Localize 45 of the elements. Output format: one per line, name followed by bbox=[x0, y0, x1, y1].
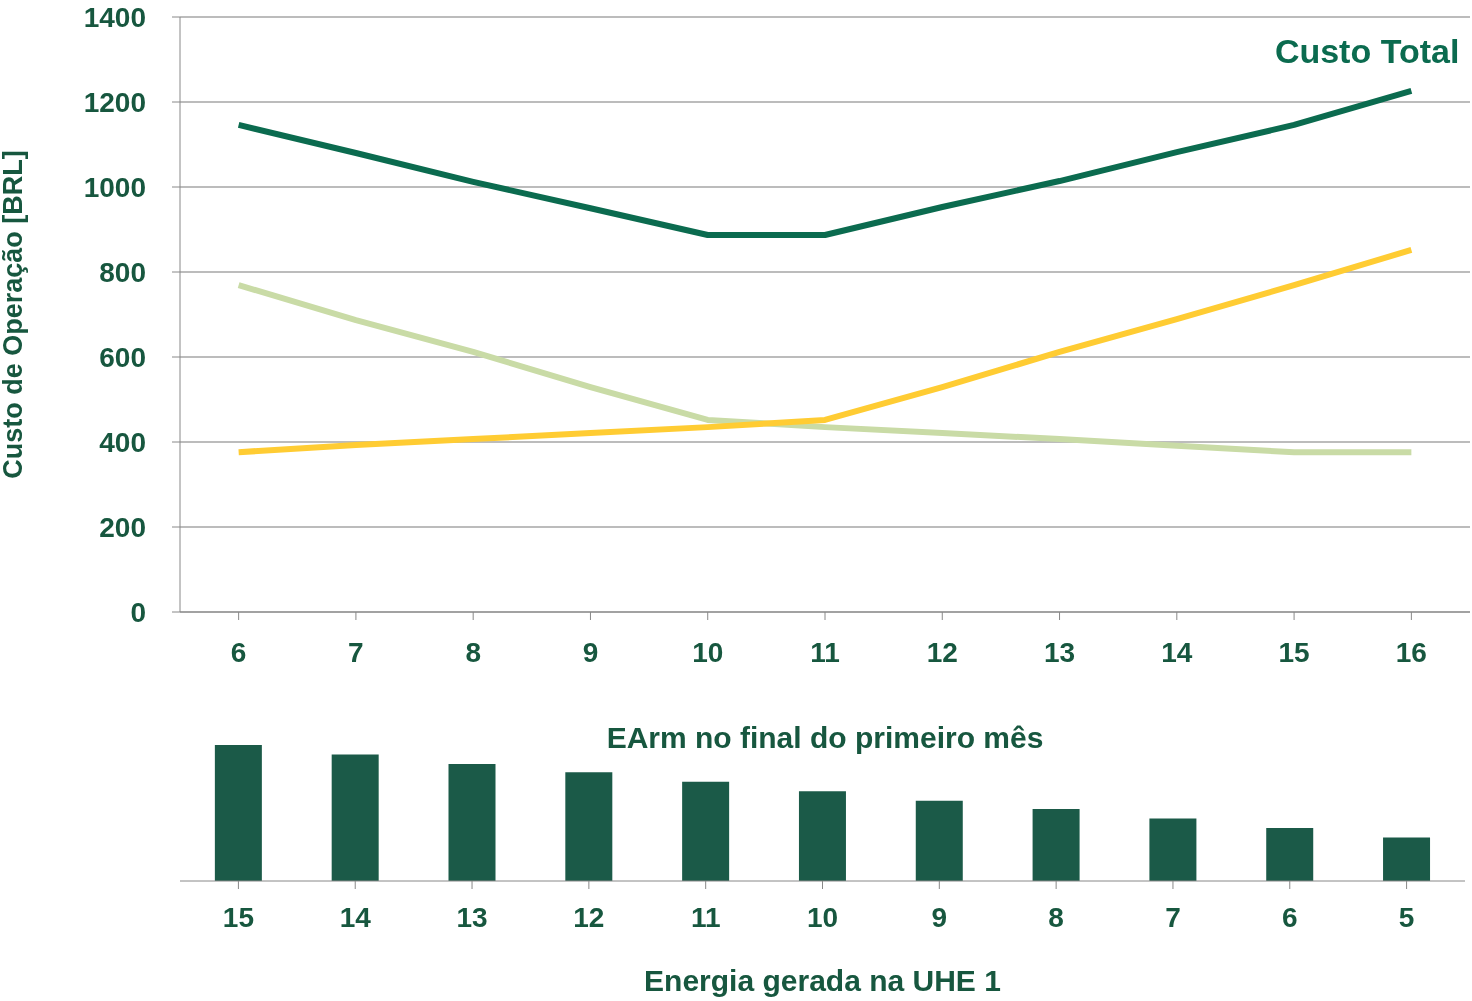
y-tick-label: 200 bbox=[99, 511, 146, 543]
y-tick-label: 1000 bbox=[83, 171, 146, 203]
series-label: Custo Total bbox=[1274, 31, 1460, 70]
y-tick-label: 800 bbox=[99, 256, 146, 288]
y-tick-label: 600 bbox=[99, 341, 146, 373]
x-tick-label: 6 bbox=[1281, 901, 1298, 933]
y-tick-label: 1200 bbox=[83, 86, 146, 118]
y-tick-label: 400 bbox=[99, 426, 146, 458]
x-tick-label: 8 bbox=[465, 636, 481, 668]
x-axis-title: Energia gerada na UHE 1 bbox=[644, 964, 1001, 997]
bar bbox=[565, 772, 613, 881]
x-tick-label: 6 bbox=[230, 636, 247, 668]
bar bbox=[915, 800, 963, 881]
x-tick-label: 14 bbox=[339, 901, 372, 933]
bar bbox=[798, 791, 846, 881]
bar bbox=[214, 745, 262, 881]
x-tick-label: 7 bbox=[1165, 901, 1181, 933]
y-tick-label: 0 bbox=[130, 596, 146, 628]
bar bbox=[1032, 808, 1080, 881]
x-tick-label: 8 bbox=[1048, 901, 1064, 933]
bar bbox=[448, 764, 496, 881]
x-tick-label: 11 bbox=[810, 636, 840, 668]
x-tick-label: 12 bbox=[926, 636, 958, 668]
bar bbox=[682, 781, 730, 881]
x-tick-label: 11 bbox=[690, 901, 721, 933]
bar bbox=[1266, 827, 1314, 881]
x-tick-label: 16 bbox=[1395, 636, 1427, 668]
x-tick-label: 9 bbox=[582, 636, 599, 668]
x-tick-label: 5 bbox=[1398, 901, 1415, 933]
x-tick-label: 15 bbox=[222, 901, 254, 933]
x-tick-label: 12 bbox=[573, 901, 605, 933]
x-tick-label: 10 bbox=[692, 636, 724, 668]
x-axis-title: EArm no final do primeiro mês bbox=[606, 721, 1044, 754]
x-tick-label: 9 bbox=[931, 901, 948, 933]
x-tick-label: 10 bbox=[806, 901, 839, 933]
x-tick-label: 7 bbox=[348, 636, 364, 668]
y-axis-title: Custo de Operação [BRL] bbox=[0, 150, 28, 479]
x-tick-label: 15 bbox=[1278, 636, 1310, 668]
x-tick-label: 13 bbox=[456, 901, 488, 933]
x-tick-label: 14 bbox=[1161, 636, 1193, 668]
bar bbox=[1383, 837, 1431, 881]
bar bbox=[1149, 818, 1197, 881]
y-tick-label: 1400 bbox=[83, 1, 146, 33]
x-tick-label: 13 bbox=[1043, 636, 1076, 668]
bar bbox=[331, 754, 379, 881]
